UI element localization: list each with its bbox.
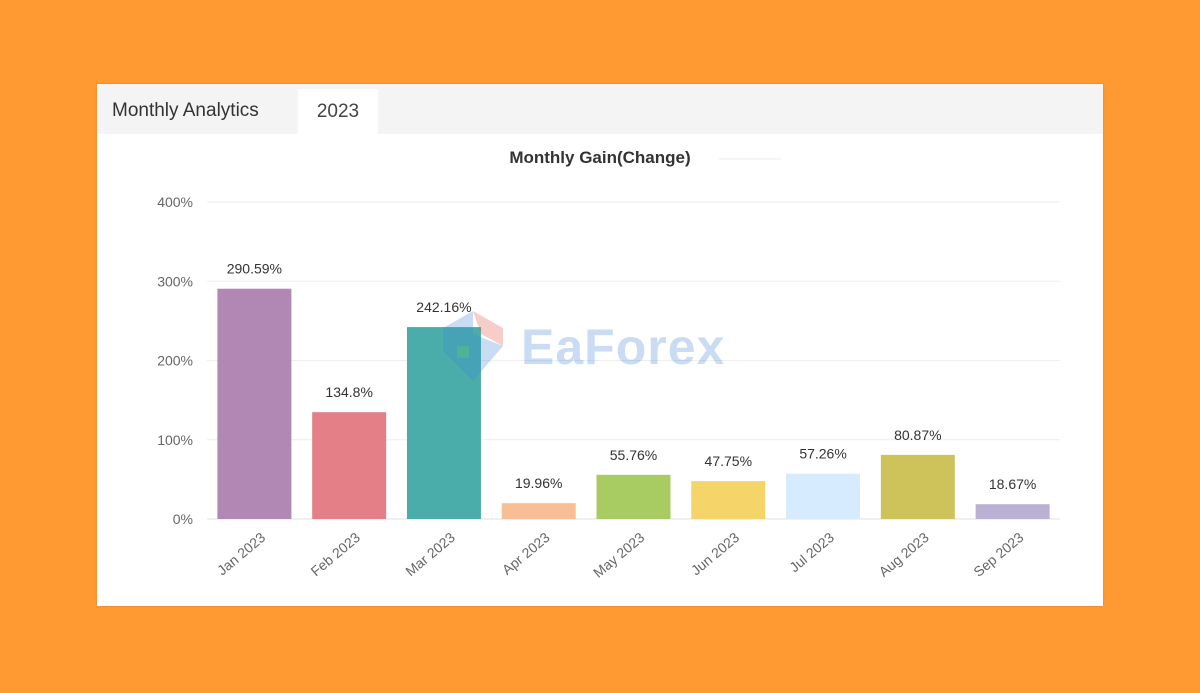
x-tick-label: Sep 2023 [970, 529, 1026, 580]
bar-data-label: 242.16% [416, 299, 471, 315]
chart-title: Monthly Gain(Change) [509, 148, 691, 167]
bar [217, 288, 292, 519]
bar [501, 503, 576, 519]
y-tick-label: 200% [157, 353, 193, 369]
bar [975, 504, 1050, 519]
bar-data-label: 80.87% [894, 427, 941, 443]
x-tick-label: Aug 2023 [876, 529, 932, 580]
x-tick-label: Jul 2023 [786, 529, 837, 575]
bar-chart: 0% 100% 200% 300% 400% 290.59% 134.8% 242.16% 1… [157, 158, 1060, 581]
bar-data-label: 290.59% [227, 261, 282, 277]
bar [312, 412, 387, 519]
y-tick-label: 0% [173, 511, 193, 527]
bar-data-label: 134.8% [325, 384, 372, 400]
bar-data-label: 19.96% [515, 475, 562, 491]
bar-data-label: 57.26% [799, 446, 846, 462]
bar [596, 474, 671, 519]
x-tick-label: May 2023 [590, 529, 648, 581]
bar [880, 454, 955, 519]
y-tick-label: 100% [157, 432, 193, 448]
y-tick-label: 300% [157, 273, 193, 289]
analytics-card: Monthly Analytics 2023 Monthly Gain(Chan… [97, 84, 1103, 606]
x-tick-label: Feb 2023 [307, 529, 363, 579]
x-tick-label: Mar 2023 [402, 529, 458, 579]
y-tick-label: 400% [157, 194, 193, 210]
x-tick-label: Apr 2023 [499, 529, 553, 578]
bar [786, 473, 861, 519]
bar [691, 481, 766, 519]
tab-bar: Monthly Analytics 2023 [97, 84, 1103, 134]
bar-data-label: 47.75% [705, 453, 752, 469]
analytics-title: Monthly Analytics [112, 100, 259, 121]
tab-year-2023[interactable]: 2023 [298, 89, 378, 134]
bar-data-label: 18.67% [989, 476, 1036, 492]
bar-data-label: 55.76% [610, 447, 657, 463]
x-tick-label: Jan 2023 [214, 529, 269, 578]
x-tick-label: Jun 2023 [688, 529, 743, 578]
bar [406, 327, 481, 519]
